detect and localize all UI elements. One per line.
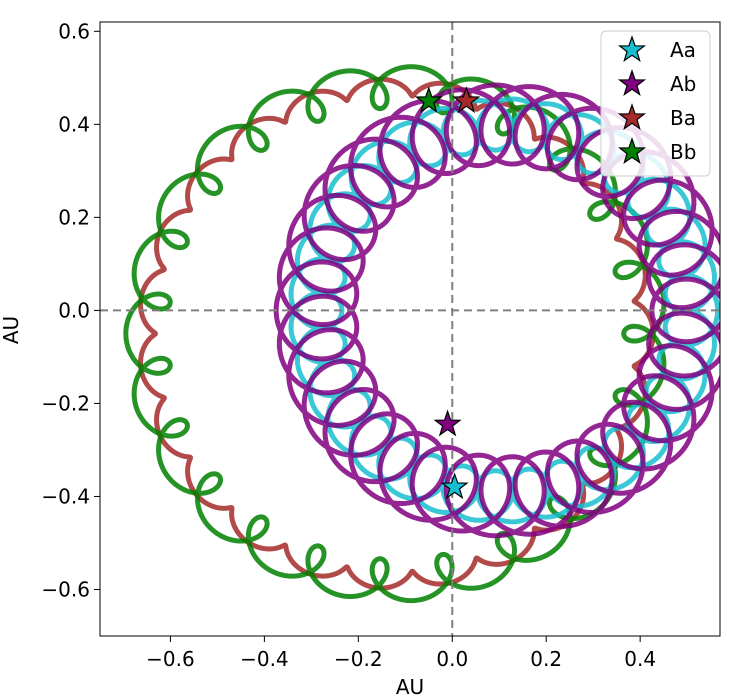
legend-label-bb: Bb <box>670 140 696 164</box>
legend: Aa Ab Ba Bb <box>600 30 711 177</box>
reference-lines <box>100 22 720 636</box>
x-tick-label: 0.0 <box>436 647 468 671</box>
legend-marker-ba <box>617 103 647 130</box>
y-tick-label: 0.0 <box>58 298 90 322</box>
legend-marker-ab <box>617 69 647 96</box>
legend-label-aa: Aa <box>670 38 696 62</box>
x-tick-label: 0.4 <box>624 647 656 671</box>
y-tick-label: −0.4 <box>41 484 90 508</box>
legend-marker-aa <box>617 35 647 62</box>
plot-frame <box>99 21 721 637</box>
y-axis-label: AU <box>0 316 23 344</box>
legend-label-ab: Ab <box>670 72 696 96</box>
y-tick-label: 0.2 <box>58 205 90 229</box>
y-tick-label: 0.4 <box>58 112 90 136</box>
orbit-traces <box>123 64 720 604</box>
star-marker-bb <box>414 86 443 114</box>
orbit-trace-aa <box>288 96 720 525</box>
y-tick-label: −0.2 <box>41 391 90 415</box>
orbit-trace-bb <box>123 64 667 604</box>
legend-label-ba: Ba <box>670 106 696 130</box>
x-axis: −0.6 −0.4 −0.2 0.0 0.2 0.4 <box>146 636 656 671</box>
x-tick-label: −0.6 <box>146 647 195 671</box>
x-tick-label: −0.2 <box>334 647 383 671</box>
star-marker-aa <box>440 472 469 500</box>
x-axis-label: AU <box>396 675 424 697</box>
current-position-markers <box>414 86 481 500</box>
y-tick-label: 0.6 <box>58 19 90 43</box>
legend-box <box>600 30 711 177</box>
star-marker-ab <box>433 409 462 437</box>
y-tick-label: −0.6 <box>41 577 90 601</box>
x-tick-label: −0.4 <box>240 647 289 671</box>
star-marker-ba <box>452 86 481 114</box>
y-axis: −0.6 −0.4 −0.2 0.0 0.2 0.4 0.6 <box>41 19 100 601</box>
legend-marker-bb <box>617 137 647 164</box>
x-tick-label: 0.2 <box>530 647 562 671</box>
